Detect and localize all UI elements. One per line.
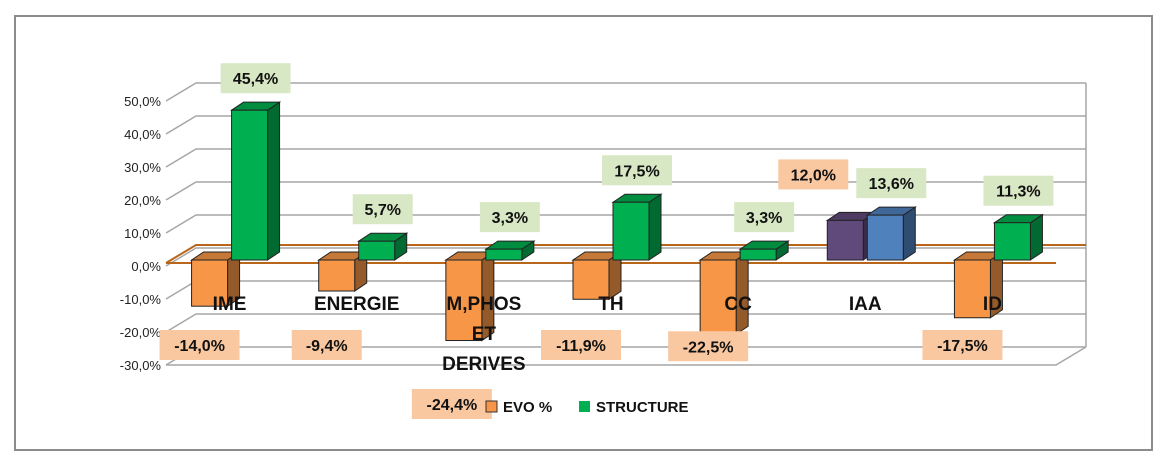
floor-edge [166,346,1087,366]
category-label: ENERGIE [314,294,400,315]
data-label-evo-0: -14,0% [159,330,240,360]
gridline [165,115,1086,135]
svg-text:-22,5%: -22,5% [683,339,734,356]
data-label-structure-0: 45,4% [220,63,291,94]
bar-evo-1 [317,251,369,292]
category-label: IAA [849,294,882,315]
data-label-evo-6: -17,5% [922,330,1003,360]
bar-structure-4 [738,240,790,261]
data-label-structure-4: 3,3% [734,202,795,233]
svg-text:EVO %: EVO % [503,399,552,416]
bar-chart: 50,0% 40,0% 30,0% 20,0% 10,0% 0,0% -10,0% -20,0… [120,63,1087,419]
y-tick-label: 20,0% [124,193,161,208]
chart-frame: 50,0% 40,0% 30,0% 20,0% 10,0% 0,0% -10,0% -20,0… [14,15,1153,451]
svg-text:12,0%: 12,0% [791,167,836,184]
y-tick-label: 30,0% [124,160,161,175]
category-label: ID [983,294,1002,315]
gridline [165,82,1086,102]
svg-text:13,6%: 13,6% [869,176,914,193]
bar-structure-3 [611,193,663,261]
y-axis-ticks: 50,0% 40,0% 30,0% 20,0% 10,0% 0,0% -10,0% -20,0… [120,94,162,373]
category-label: TH [598,294,623,315]
bar-structure-5 [865,206,917,261]
bar-structure-2 [484,240,536,261]
svg-text:-11,9%: -11,9% [556,338,606,355]
svg-text:STRUCTURE: STRUCTURE [596,399,689,416]
data-label-evo-2: -24,4% [411,389,492,419]
svg-text:-17,5%: -17,5% [937,338,988,355]
data-labels: 45,4% -14,0% 5,7% -9,4% 3,3% -24,4% 17,5% -11,9… [159,63,1054,419]
category-label: IME [213,294,247,315]
bar-evo-0 [189,251,242,308]
svg-text:45,4%: 45,4% [233,71,278,88]
svg-text:17,5%: 17,5% [614,163,659,180]
y-tick-label: 10,0% [124,226,161,241]
y-tick-label: 40,0% [124,127,161,142]
y-tick-label: 0,0% [131,259,161,274]
y-tick-label: -20,0% [120,325,162,340]
gridline [165,247,1086,267]
svg-text:5,7%: 5,7% [364,202,400,219]
legend: EVO % STRUCTURE [485,399,689,416]
gridline [165,313,1086,333]
data-label-evo-3: -11,9% [541,330,621,360]
data-label-structure-3: 17,5% [602,155,672,186]
gridline [165,280,1086,300]
data-label-evo-1: -9,4% [291,330,362,360]
category-label: CC [724,294,752,315]
svg-text:3,3%: 3,3% [746,210,782,227]
bar-structure-6 [992,213,1045,261]
y-tick-label: -10,0% [120,292,162,307]
bar-evo-2 [444,251,496,342]
svg-text:-9,4%: -9,4% [306,338,348,355]
gridline [165,148,1086,168]
y-tick-label: 50,0% [124,94,161,109]
zero-plane-line [165,244,1086,264]
data-label-structure-1: 5,7% [352,194,413,225]
bar-structure-0 [229,101,282,261]
legend-item-evo: EVO % [485,399,552,416]
legend-item-structure: STRUCTURE [579,399,689,416]
bars [189,101,1045,342]
category-label: M,PHOS ET DERIVES [442,294,525,375]
data-label-evo-4: -22,5% [668,331,749,362]
data-label-structure-2: 3,3% [479,202,540,233]
data-label-evo-5: 12,0% [778,159,849,190]
data-label-structure-5: 13,6% [856,168,927,199]
bar-evo-6 [952,251,1005,319]
svg-text:3,3%: 3,3% [492,210,528,227]
y-tick-label: -30,0% [120,358,162,373]
svg-text:11,3%: 11,3% [996,184,1040,201]
bar-structure-1 [357,232,409,261]
svg-text:-14,0%: -14,0% [174,338,225,355]
category-labels: IME ENERGIE M,PHOS ET DERIVES TH CC IAA ID [213,294,1002,375]
data-label-structure-6: 11,3% [983,175,1054,206]
svg-text:-24,4%: -24,4% [427,397,478,414]
